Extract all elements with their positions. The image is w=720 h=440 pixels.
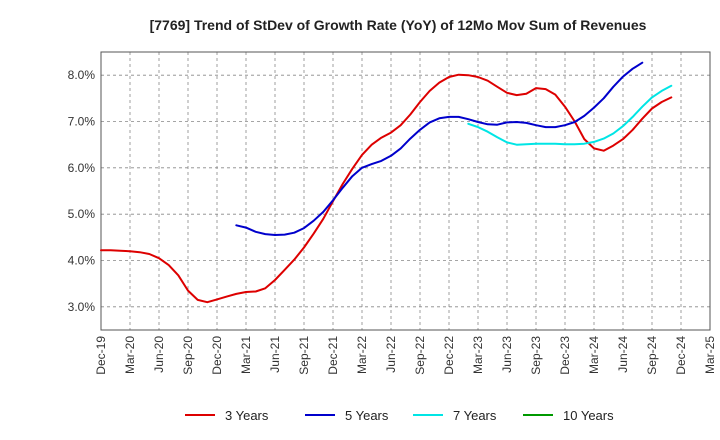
- x-tick-label: Jun-24: [616, 336, 630, 373]
- legend-label-7-years: 7 Years: [453, 408, 497, 423]
- x-tick-label: Dec-24: [674, 336, 688, 375]
- x-axis: Dec-19 Mar-20 Jun-20 Sep-20 Dec-20 Mar-21 Jun-…: [94, 336, 717, 375]
- x-tick-label: Mar-22: [355, 336, 369, 374]
- grid: [100, 52, 711, 330]
- chart-title: [7769] Trend of StDev of Growth Rate (Yo…: [150, 17, 647, 33]
- x-tick-label: Mar-20: [123, 336, 137, 374]
- x-tick-label: Dec-19: [94, 336, 108, 375]
- x-tick-label: Jun-20: [152, 336, 166, 373]
- x-tick-label: Sep-23: [529, 336, 543, 375]
- legend-label-5-years: 5 Years: [345, 408, 389, 423]
- x-tick-label: Dec-23: [558, 336, 572, 375]
- y-axis: 3.0% 4.0% 5.0% 6.0% 7.0% 8.0%: [68, 68, 96, 314]
- x-tick-label: Mar-24: [587, 336, 601, 374]
- x-tick-label: Sep-20: [181, 336, 195, 375]
- x-tick-label: Sep-22: [413, 336, 427, 375]
- x-tick-label: Jun-21: [268, 336, 282, 373]
- x-tick-label: Sep-24: [645, 336, 659, 375]
- x-tick-label: Mar-21: [239, 336, 253, 374]
- y-tick-label: 5.0%: [68, 207, 96, 221]
- legend-label-3-years: 3 Years: [225, 408, 269, 423]
- legend-label-10-years: 10 Years: [563, 408, 614, 423]
- x-tick-label: Mar-23: [471, 336, 485, 374]
- x-tick-label: Sep-21: [297, 336, 311, 375]
- y-tick-label: 7.0%: [68, 115, 96, 129]
- y-tick-label: 8.0%: [68, 68, 96, 82]
- x-tick-label: Dec-22: [442, 336, 456, 375]
- x-tick-label: Mar-25: [703, 336, 717, 374]
- y-tick-label: 4.0%: [68, 254, 96, 268]
- x-tick-label: Jun-22: [384, 336, 398, 373]
- x-tick-label: Jun-23: [500, 336, 514, 373]
- y-tick-label: 6.0%: [68, 161, 96, 175]
- legend: 3 Years 5 Years 7 Years 10 Years: [185, 408, 614, 423]
- series-line-7-years: [467, 84, 673, 146]
- y-tick-label: 3.0%: [68, 300, 96, 314]
- plot-frame: [100, 51, 711, 331]
- x-tick-label: Dec-21: [326, 336, 340, 375]
- series-line-3-years: [100, 73, 673, 304]
- series-group: [100, 61, 673, 304]
- x-tick-label: Dec-20: [210, 336, 224, 375]
- series-line-5-years: [235, 61, 644, 236]
